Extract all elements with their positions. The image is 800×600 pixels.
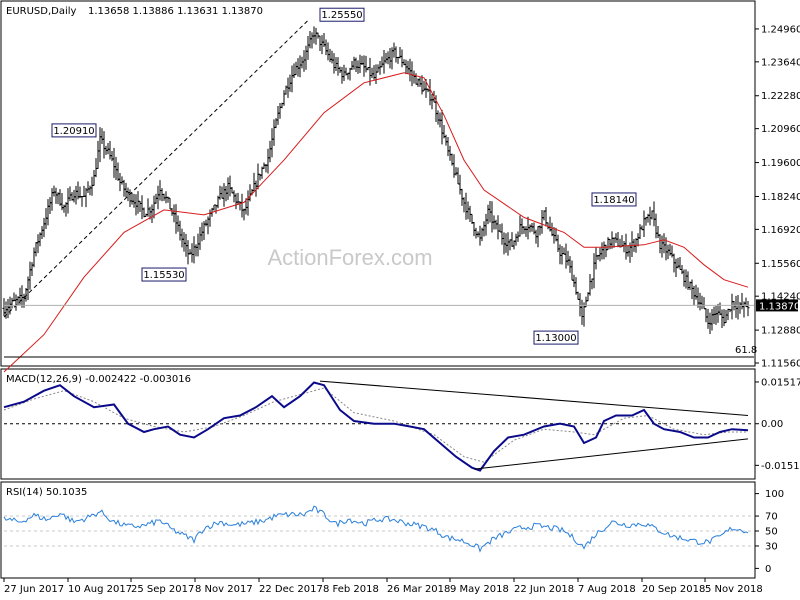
x-tick-label: 7 Aug 2018 — [578, 584, 636, 595]
macd-plot — [3, 380, 754, 472]
rsi-y-tick-label: 50 — [765, 527, 778, 538]
watermark: ActionForex.com — [267, 245, 432, 270]
price-annotation-box — [533, 330, 579, 345]
macd-signal-line — [3, 387, 748, 463]
rsi-y-tick-label: 30 — [765, 541, 778, 552]
rsi-line — [3, 505, 749, 553]
price-annotation-box — [141, 267, 187, 282]
price-y-tick-label: 1.18240 — [761, 192, 800, 203]
price-y-tick-label: 1.24960 — [761, 24, 800, 35]
rsi-y-tick-label: 0 — [765, 564, 771, 575]
price-annotation: 1.25550 — [321, 10, 362, 21]
macd-y-tick-label: -0.015126 — [761, 461, 800, 472]
rsi-title: RSI(14) 50.1035 — [6, 487, 87, 498]
macd-title: MACD(12,26,9) -0.002422 -0.003016 — [6, 374, 191, 385]
chart-symbol: EURUSD,Daily — [6, 6, 77, 17]
price-y-tick-label: 1.12880 — [761, 326, 800, 337]
x-tick-label: 8 Nov 2017 — [195, 584, 253, 595]
chart-ohlc: 1.13658 1.13886 1.13631 1.13870 — [88, 6, 263, 17]
rsi-panel — [0, 481, 756, 579]
x-tick-label: 27 Jun 2017 — [4, 584, 64, 595]
price-y-tick-label: 1.11560 — [761, 359, 800, 370]
price-plot: 1.25550 1.20910 1.15530 1.18140 1.13000 61.8 — [2, 7, 757, 373]
price-y-tick-label: 1.20960 — [761, 124, 800, 135]
price-annotation: 1.20910 — [53, 126, 94, 137]
moving-average-line — [3, 72, 749, 373]
macd-y-tick-label: 0.00 — [761, 419, 783, 430]
rsi-plot — [3, 505, 754, 553]
x-tick-label: 5 Nov 2018 — [705, 584, 763, 595]
price-annotation-box — [319, 7, 365, 22]
x-tick-label: 8 Feb 2018 — [323, 584, 379, 595]
x-tick-label: 9 May 2018 — [450, 584, 509, 595]
macd-line — [3, 381, 749, 472]
axes: 1.24960 1.23640 1.22280 1.20960 1.19600 1.182… — [3, 24, 800, 595]
price-annotation: 1.13000 — [535, 333, 576, 344]
macd-y-tick-label: 0.015178 — [761, 377, 800, 388]
macd-trendline — [319, 380, 749, 416]
price-annotation-box — [591, 192, 637, 207]
price-y-tick-label: 1.16920 — [761, 225, 800, 236]
price-y-tick-label: 1.19600 — [761, 158, 800, 169]
price-y-tick-label: 1.22280 — [761, 91, 800, 102]
x-tick-label: 22 Jun 2018 — [514, 584, 574, 595]
price-y-tick-label: 1.23640 — [761, 57, 800, 68]
x-tick-label: 20 Sep 2018 — [642, 584, 705, 595]
last-price-badge — [756, 299, 798, 312]
ohlc-bars — [2, 26, 750, 334]
price-y-tick-label: 1.15560 — [761, 259, 800, 270]
fib-level-label: 61.8 — [735, 345, 757, 356]
dashed-trendline — [3, 20, 309, 318]
price-panel — [0, 0, 756, 367]
price-annotation: 1.18140 — [593, 195, 634, 206]
x-tick-label: 22 Dec 2017 — [259, 584, 323, 595]
rsi-y-tick-label: 70 — [765, 512, 778, 523]
price-annotation-box — [51, 123, 97, 138]
last-price-label: 1.13870 — [759, 301, 800, 312]
price-y-tick-label: 1.14240 — [761, 292, 800, 303]
x-tick-label: 25 Sep 2017 — [131, 584, 194, 595]
rsi-y-tick-label: 100 — [765, 489, 784, 500]
x-tick-label: 26 Mar 2018 — [387, 584, 450, 595]
x-tick-label: 10 Aug 2017 — [68, 584, 132, 595]
macd-trendline — [473, 438, 749, 470]
price-annotation: 1.15530 — [143, 270, 184, 281]
